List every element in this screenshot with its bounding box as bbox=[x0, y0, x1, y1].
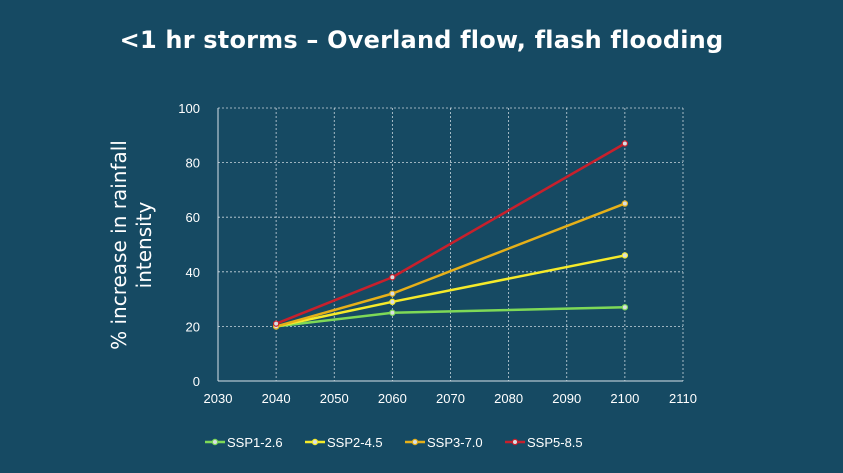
point-SSP1-2.6-2060 bbox=[389, 309, 396, 316]
x-tick-label-2110: 2110 bbox=[669, 391, 697, 406]
point-SSP5-8.5-2040 bbox=[272, 320, 280, 327]
x-tick-label-2060: 2060 bbox=[378, 391, 407, 406]
point-SSP3-7.0-2060 bbox=[389, 290, 396, 297]
series-lines bbox=[272, 140, 629, 330]
legend: SSP1-2.6 SSP2-4.5 SSP3-7.0 SSP5-8.5 bbox=[205, 435, 583, 450]
legend-marker-SSP2-4.5 bbox=[311, 438, 319, 446]
y-tick-label-100: 100 bbox=[178, 101, 200, 116]
y-tick-label-80: 80 bbox=[186, 156, 200, 171]
legend-item-SSP2-4.5: SSP2-4.5 bbox=[305, 435, 383, 450]
y-tick-label-20: 20 bbox=[186, 319, 200, 334]
y-tick-label-60: 60 bbox=[186, 210, 200, 225]
x-tick-label-2030: 2030 bbox=[204, 391, 233, 406]
slide-title: <1 hr storms – Overland flow, flash floo… bbox=[119, 26, 724, 54]
y-tick-label-40: 40 bbox=[186, 265, 200, 280]
x-tick-label-2080: 2080 bbox=[494, 391, 523, 406]
legend-marker-SSP3-7.0 bbox=[411, 438, 419, 446]
legend-marker-SSP1-2.6 bbox=[211, 438, 219, 446]
x-tick-label-2040: 2040 bbox=[262, 391, 291, 406]
x-tick-label-2050: 2050 bbox=[320, 391, 349, 406]
x-tick-label-2090: 2090 bbox=[552, 391, 581, 406]
point-SSP5-8.5-2060 bbox=[389, 274, 396, 281]
y-tick-label-0: 0 bbox=[193, 374, 200, 389]
point-SSP2-4.5-2060 bbox=[389, 298, 396, 306]
legend-item-SSP1-2.6: SSP1-2.6 bbox=[205, 435, 283, 450]
point-SSP5-8.5-2100 bbox=[621, 140, 629, 147]
point-SSP1-2.6-2100 bbox=[621, 304, 629, 311]
axes bbox=[217, 108, 683, 382]
legend-label-SSP1-2.6: SSP1-2.6 bbox=[227, 435, 283, 450]
point-SSP3-7.0-2100 bbox=[621, 200, 629, 207]
legend-label-SSP5-8.5: SSP5-8.5 bbox=[527, 435, 583, 450]
legend-item-SSP3-7.0: SSP3-7.0 bbox=[405, 435, 483, 450]
x-tick-label-2100: 2100 bbox=[610, 391, 639, 406]
legend-label-SSP2-4.5: SSP2-4.5 bbox=[327, 435, 383, 450]
x-tick-label-2070: 2070 bbox=[436, 391, 465, 406]
legend-label-SSP3-7.0: SSP3-7.0 bbox=[427, 435, 483, 450]
legend-marker-SSP5-8.5 bbox=[511, 438, 519, 446]
series-line-SSP2-4.5 bbox=[274, 254, 627, 328]
tick-labels: 2030 2040 2050 2060 2070 2080 2090 2100 21100204… bbox=[178, 101, 697, 406]
legend-item-SSP5-8.5: SSP5-8.5 bbox=[505, 435, 583, 450]
point-SSP2-4.5-2100 bbox=[621, 252, 629, 259]
